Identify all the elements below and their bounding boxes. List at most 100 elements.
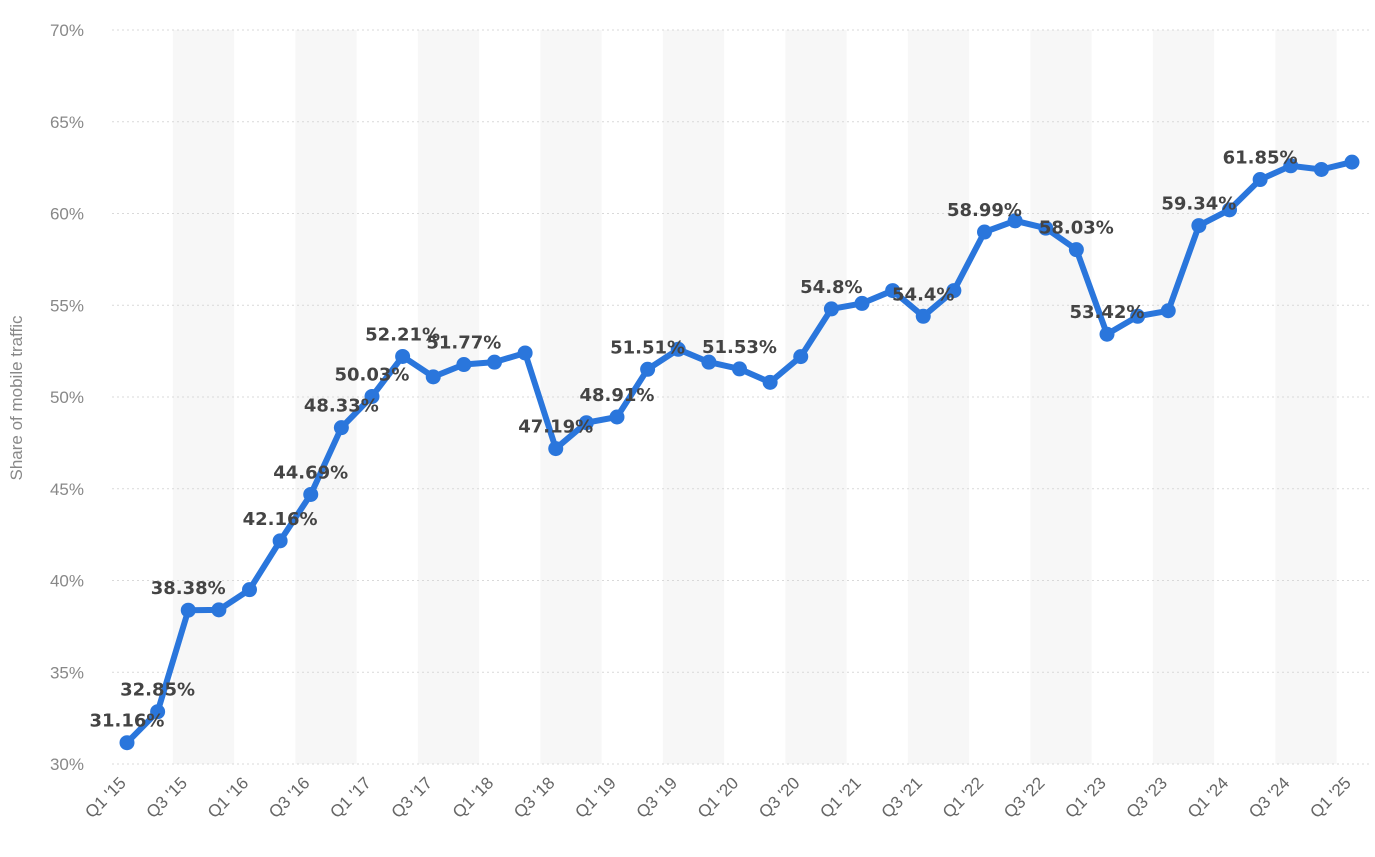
x-tick-label: Q3 '19: [633, 773, 681, 821]
data-labels: 31.16% 32.85% 38.38% 42.16% 44.69% 48.33% 50.0…: [90, 148, 1298, 732]
data-point[interactable]: [977, 224, 992, 240]
x-tick-label: Q1 '23: [1061, 773, 1109, 821]
column-band: [1030, 30, 1092, 764]
data-point[interactable]: [701, 354, 717, 370]
data-label: 44.69%: [273, 462, 348, 483]
data-point[interactable]: [303, 486, 319, 502]
x-tick-label: Q1 '22: [939, 773, 987, 821]
data-point[interactable]: [333, 420, 349, 436]
x-tick-label: Q3 '23: [1123, 773, 1171, 821]
data-point[interactable]: [823, 301, 839, 317]
data-point[interactable]: [793, 349, 809, 365]
data-label: 61.85%: [1223, 148, 1298, 169]
data-point[interactable]: [1038, 220, 1054, 236]
x-tick-label: Q1 '18: [449, 773, 497, 821]
data-point[interactable]: [119, 735, 135, 751]
column-band: [295, 30, 357, 764]
data-point[interactable]: [609, 409, 625, 425]
data-point[interactable]: [1252, 172, 1268, 188]
data-label: 58.99%: [947, 200, 1022, 221]
data-point[interactable]: [548, 441, 564, 457]
x-tick-label: Q3 '17: [388, 773, 436, 821]
x-axis: Q1 '15 Q3 '15 Q1 '16 Q3 '16 Q1 '17 Q3 '17 Q1 '…: [81, 773, 1354, 821]
x-tick-label: Q3 '21: [878, 773, 926, 821]
x-tick-label: Q1 '17: [326, 773, 374, 821]
data-point[interactable]: [578, 415, 594, 431]
data-point[interactable]: [1191, 218, 1207, 234]
data-label: 54.4%: [892, 284, 954, 305]
x-tick-label: Q3 '24: [1245, 773, 1293, 821]
column-band: [785, 30, 847, 764]
x-tick-label: Q1 '20: [694, 773, 742, 821]
data-point[interactable]: [640, 361, 656, 377]
data-point[interactable]: [670, 341, 686, 357]
data-point[interactable]: [854, 295, 870, 311]
data-label: 59.34%: [1161, 194, 1236, 215]
data-label: 51.77%: [426, 333, 501, 354]
y-axis-label: Share of mobile traffic: [7, 315, 26, 481]
data-label: 42.16%: [243, 509, 318, 530]
data-label: 50.03%: [335, 364, 410, 385]
y-tick-label: 55%: [50, 296, 84, 315]
data-point[interactable]: [150, 704, 166, 720]
data-point[interactable]: [732, 361, 747, 377]
y-tick-label: 30%: [50, 755, 84, 774]
data-point[interactable]: [272, 533, 288, 549]
series-points: [119, 154, 1360, 751]
x-tick-label: Q1 '15: [81, 773, 129, 821]
data-label: 32.85%: [120, 680, 195, 701]
data-label: 38.38%: [151, 578, 226, 599]
data-label: 48.33%: [304, 396, 379, 417]
x-tick-label: Q1 '16: [204, 773, 252, 821]
x-tick-label: Q3 '16: [265, 773, 313, 821]
data-point[interactable]: [211, 602, 227, 618]
data-point[interactable]: [762, 374, 778, 390]
y-tick-label: 45%: [50, 480, 84, 499]
x-tick-label: Q1 '19: [571, 773, 619, 821]
data-point[interactable]: [1068, 242, 1084, 258]
x-tick-label: Q3 '22: [1000, 773, 1048, 821]
data-point[interactable]: [1344, 154, 1360, 170]
data-point[interactable]: [364, 388, 380, 404]
column-band: [1275, 30, 1337, 764]
data-label: 58.03%: [1039, 218, 1114, 239]
data-point[interactable]: [456, 357, 472, 373]
y-tick-label: 60%: [50, 205, 84, 224]
data-point[interactable]: [1130, 308, 1146, 324]
data-point[interactable]: [915, 308, 931, 324]
x-tick-label: Q3 '15: [143, 773, 191, 821]
y-tick-label: 65%: [50, 113, 84, 132]
data-point[interactable]: [1283, 158, 1299, 174]
data-point[interactable]: [946, 283, 962, 299]
x-tick-label: Q1 '24: [1184, 773, 1232, 821]
y-tick-label: 35%: [50, 663, 84, 682]
data-label: 54.8%: [800, 277, 862, 298]
data-label: 53.42%: [1070, 302, 1145, 323]
y-axis: 30% 35% 40% 45% 50% 55% 60% 65% 70%: [50, 21, 84, 774]
data-point[interactable]: [395, 348, 411, 364]
data-point[interactable]: [1222, 202, 1237, 218]
y-tick-label: 70%: [50, 21, 84, 40]
x-tick-label: Q1 '21: [816, 773, 864, 821]
data-point[interactable]: [180, 602, 196, 618]
data-point[interactable]: [487, 354, 502, 370]
data-point[interactable]: [885, 283, 901, 299]
data-point[interactable]: [425, 369, 441, 385]
data-point[interactable]: [1313, 161, 1329, 177]
data-point[interactable]: [517, 345, 533, 361]
data-point[interactable]: [1099, 326, 1115, 342]
data-label: 52.21%: [365, 324, 440, 345]
column-band: [540, 30, 602, 764]
data-point[interactable]: [242, 582, 257, 598]
x-tick-label: Q3 '18: [510, 773, 558, 821]
x-tick-label: Q1 '25: [1306, 773, 1354, 821]
data-label: 47.19%: [518, 417, 593, 438]
data-label: 51.51%: [610, 337, 685, 358]
data-point[interactable]: [1007, 213, 1023, 229]
y-tick-label: 50%: [50, 388, 84, 407]
x-tick-label: Q3 '20: [755, 773, 803, 821]
data-label: 31.16%: [90, 711, 165, 732]
data-point[interactable]: [1160, 303, 1176, 319]
